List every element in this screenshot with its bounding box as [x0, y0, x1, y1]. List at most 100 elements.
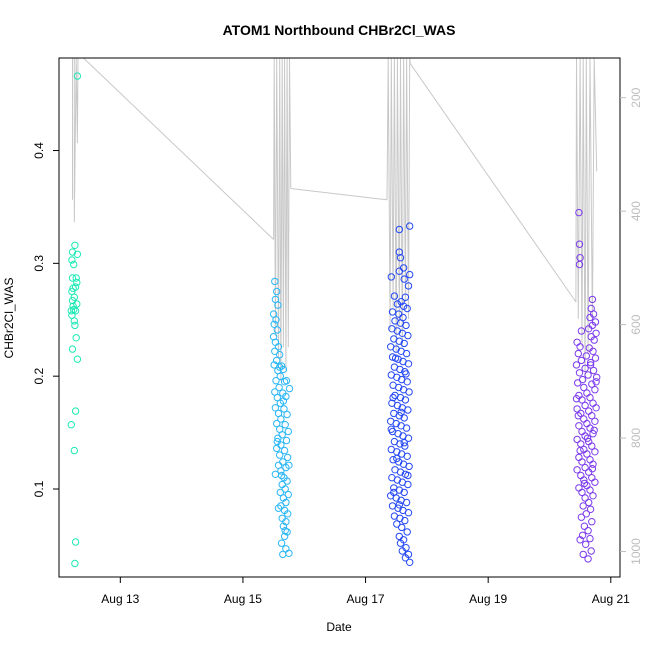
data-point-s3-60: [586, 456, 594, 464]
data-point-s1-68: [285, 549, 293, 557]
data-point-s2-116: [404, 471, 412, 480]
data-point-s3-98: [592, 404, 600, 412]
data-point-s1-27: [271, 404, 280, 412]
data-point-s0-26: [67, 421, 76, 429]
data-point-s3-71: [575, 484, 583, 492]
data-point-s3-20: [591, 354, 600, 362]
data-point-s3-74: [589, 492, 597, 500]
data-point-s2-54: [404, 406, 412, 414]
data-point-s2-57: [400, 414, 408, 422]
data-point-s3-80: [577, 513, 586, 521]
data-point-s2-10: [390, 292, 399, 300]
data-point-s3-49: [578, 427, 586, 436]
data-point-s2-47: [405, 388, 413, 396]
data-point-s1-31: [277, 415, 285, 423]
data-point-s3-19: [582, 352, 590, 360]
data-point-s2-32: [402, 349, 411, 358]
data-point-s3-57: [591, 448, 599, 456]
data-point-s3-36: [586, 393, 594, 402]
data-point-s3-33: [591, 386, 599, 394]
data-point-s3-13: [590, 336, 598, 344]
data-point-s1-42: [276, 451, 284, 459]
data-point-s3-24: [581, 364, 589, 372]
data-point-s1-77: [285, 384, 294, 393]
data-point-s3-68: [580, 476, 588, 484]
data-point-s3-67: [588, 474, 596, 482]
data-point-s3-76: [585, 498, 593, 507]
data-point-s2-2: [395, 248, 403, 256]
data-point-s0-5: [70, 260, 78, 269]
data-point-s1-11: [271, 347, 279, 355]
data-point-s3-94: [576, 446, 584, 455]
data-point-s3-26: [575, 369, 584, 377]
data-point-s3-88: [587, 547, 595, 555]
data-point-s2-107: [401, 554, 410, 562]
data-point-s1-53: [276, 488, 284, 497]
data-point-s3-91: [592, 378, 600, 386]
data-point-s1-19: [272, 377, 280, 385]
data-point-s2-7: [387, 273, 395, 281]
data-point-s2-86: [400, 488, 408, 497]
data-point-s3-100: [586, 361, 595, 369]
data-point-s1-30: [283, 410, 291, 419]
data-point-s3-64: [573, 466, 581, 474]
data-point-s2-110: [402, 370, 410, 378]
data-point-s3-82: [580, 522, 589, 530]
data-point-s1-74: [279, 397, 288, 405]
y-tick-label-2: 0.3: [32, 255, 46, 272]
data-point-s3-23: [572, 361, 581, 369]
data-point-s1-62: [279, 522, 288, 530]
data-point-s0-23: [68, 345, 77, 353]
data-point-s1-1: [273, 287, 281, 296]
data-point-s3-10: [585, 325, 593, 333]
data-point-s0-20: [70, 317, 79, 325]
data-point-s2-101: [395, 532, 403, 541]
data-point-s1-56: [282, 498, 290, 507]
data-point-s3-50: [589, 430, 597, 438]
y-tick-label-1: 0.2: [32, 368, 46, 385]
data-point-s1-3: [274, 301, 282, 309]
data-point-s1-40: [273, 444, 281, 453]
data-point-s0-24: [73, 355, 82, 363]
data-point-s3-11: [592, 329, 600, 337]
data-point-s1-36: [278, 431, 286, 439]
data-point-s3-63: [581, 463, 589, 472]
data-point-s3-55: [588, 442, 596, 450]
x-axis: Aug 13 Aug 15 Aug 17 Aug 19 Aug 21: [101, 577, 630, 606]
data-point-s2-15: [403, 304, 411, 313]
data-point-s0-2: [71, 241, 79, 250]
data-point-s0-15: [73, 300, 81, 308]
data-point-s0-29: [71, 559, 79, 568]
y2-tick-label-1: 400: [629, 201, 643, 221]
altitude-line-3: [290, 188, 388, 201]
data-point-s2-13: [393, 300, 402, 308]
data-point-s1-71: [277, 471, 286, 480]
data-point-s3-96: [580, 479, 589, 488]
data-point-s1-5: [272, 316, 280, 324]
y2-tick-label-0: 200: [629, 87, 643, 107]
data-point-s3-59: [575, 453, 583, 462]
data-point-s2-6: [406, 270, 414, 279]
data-point-s3-30: [574, 379, 582, 387]
data-point-s2-67: [396, 440, 404, 448]
data-point-s1-47: [277, 467, 285, 475]
data-point-s2-117: [390, 488, 398, 497]
data-point-s3-52: [573, 435, 581, 444]
data-point-s1-18: [276, 372, 284, 380]
data-point-s2-9: [404, 282, 413, 290]
data-point-s1-51: [278, 480, 286, 489]
data-point-s2-3: [396, 254, 405, 262]
y-axis-label: CHBr2Cl_WAS: [2, 278, 16, 359]
data-point-s3-0: [575, 208, 583, 217]
data-point-s0-8: [73, 278, 81, 287]
data-point-s1-28: [280, 405, 288, 413]
data-point-s1-9: [271, 338, 280, 346]
y-axis: 0.1 0.2 0.3 0.4: [32, 142, 59, 497]
data-point-s3-38: [589, 399, 597, 407]
data-point-s3-81: [588, 518, 596, 526]
data-point-s1-64: [280, 532, 289, 541]
data-point-s3-45: [591, 417, 599, 425]
data-point-s2-5: [395, 267, 403, 275]
data-point-s3-32: [580, 383, 588, 392]
data-point-s3-51: [581, 432, 589, 440]
